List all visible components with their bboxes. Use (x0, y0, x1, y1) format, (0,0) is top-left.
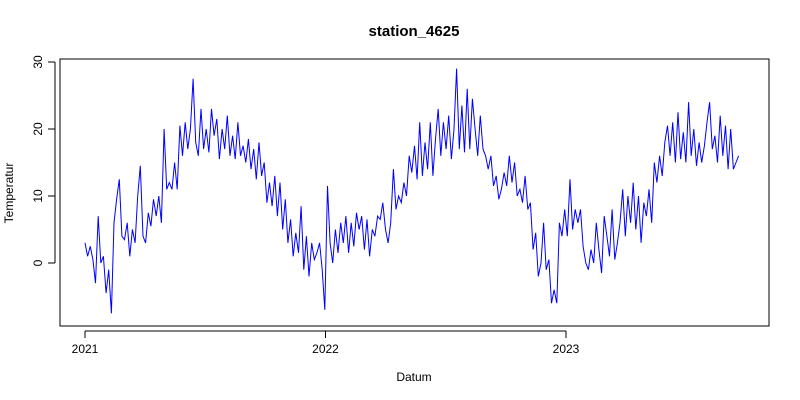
series-layer (84, 68, 740, 314)
x-axis-label: Datum (396, 370, 431, 384)
y-tick-label-30: 30 (31, 55, 45, 69)
y-tick-label-10: 10 (31, 189, 45, 203)
x-tick-label-2021: 2021 (72, 342, 99, 356)
plot-frame (59, 58, 770, 327)
x-tick-label-2022: 2022 (312, 342, 339, 356)
series-line-0 (84, 68, 740, 314)
x-tick-label-2023: 2023 (553, 342, 580, 356)
y-tick-label-0: 0 (31, 259, 45, 266)
y-axis-label: Temperatur (2, 163, 16, 224)
y-tick-label-20: 20 (31, 122, 45, 136)
y-axis: 0 10 20 30 (31, 55, 56, 266)
x-axis: 2021 2022 2023 (72, 330, 580, 356)
chart-title: station_4625 (369, 23, 460, 40)
plot-border (59, 58, 770, 327)
